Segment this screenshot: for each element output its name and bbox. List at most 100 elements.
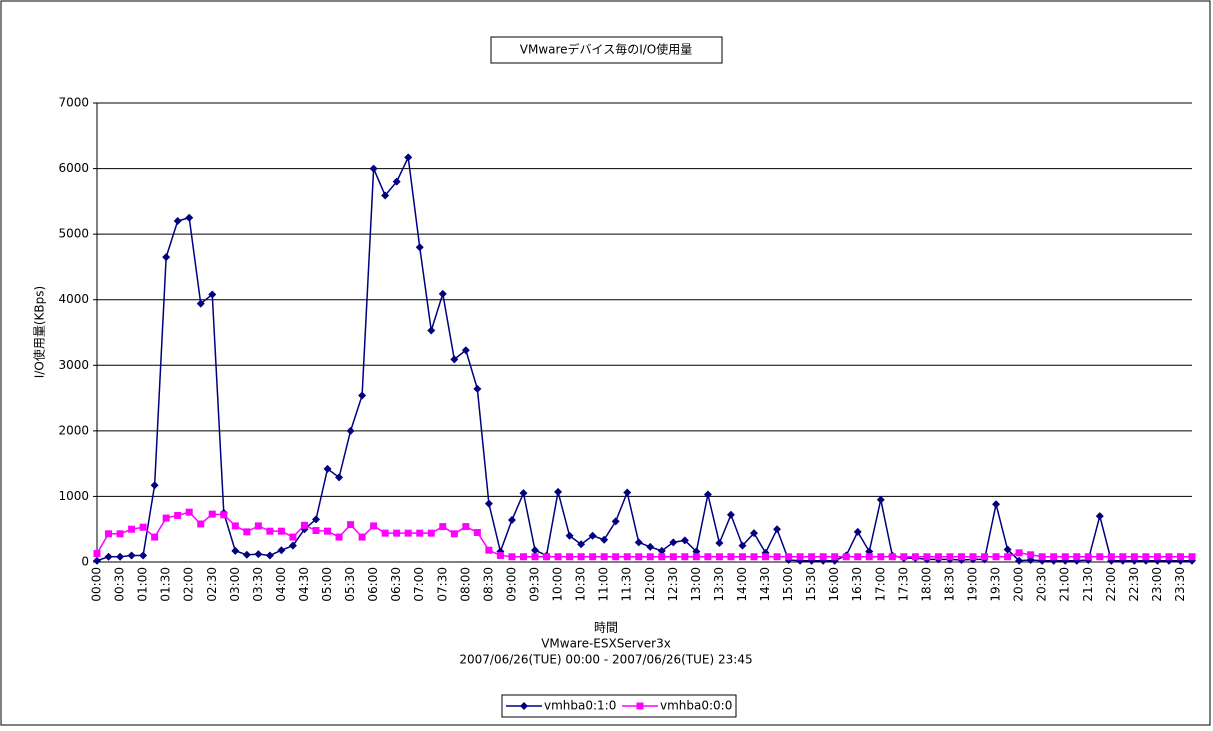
data-point (773, 525, 782, 534)
x-tick-label: 05:00 (320, 567, 334, 602)
data-point (254, 522, 262, 530)
data-point (438, 289, 447, 298)
data-point (923, 553, 931, 561)
data-point (981, 553, 989, 561)
data-point (1153, 553, 1161, 561)
x-tick-label: 00:00 (90, 567, 104, 602)
data-point (265, 551, 274, 560)
data-point (635, 553, 643, 561)
data-point (450, 355, 459, 364)
data-point (1165, 553, 1173, 561)
x-tick-label: 16:30 (850, 567, 864, 602)
x-tick-label: 12:30 (666, 567, 680, 602)
x-tick-label: 02:30 (205, 567, 219, 602)
data-point (393, 529, 401, 537)
y-tick-label: 6000 (58, 161, 89, 175)
y-tick-label: 3000 (58, 358, 89, 372)
data-point (727, 553, 735, 561)
data-point (370, 522, 378, 530)
data-point (726, 510, 735, 519)
data-point (589, 553, 597, 561)
subtitle: 2007/06/26(TUE) 00:00 - 2007/06/26(TUE) … (459, 653, 752, 667)
chart-title: VMwareデバイス毎のI/O使用量 (520, 42, 692, 57)
data-point (324, 527, 332, 535)
x-tick-label: 09:30 (528, 567, 542, 602)
data-point (335, 533, 343, 541)
data-point (323, 464, 332, 473)
data-point (658, 553, 666, 561)
data-point (1061, 553, 1069, 561)
data-point (669, 538, 678, 547)
y-tick-label: 1000 (58, 489, 89, 503)
data-point (151, 533, 159, 541)
data-point (104, 552, 113, 561)
x-tick-label: 17:30 (896, 567, 910, 602)
x-tick-label: 20:30 (1035, 567, 1049, 602)
data-point (957, 553, 965, 561)
x-tick-label: 21:00 (1058, 567, 1072, 602)
x-tick-label: 22:00 (1104, 567, 1118, 602)
data-point (588, 531, 597, 540)
data-point (484, 499, 493, 508)
data-point (738, 541, 747, 550)
data-point (150, 481, 159, 490)
data-point (1015, 556, 1024, 565)
data-point (242, 550, 251, 559)
data-point (289, 533, 297, 541)
data-point (300, 521, 308, 529)
data-point (381, 529, 389, 537)
x-tick-label: 23:30 (1173, 567, 1187, 602)
x-axis-label: 時間 (594, 621, 618, 635)
data-point (254, 550, 263, 559)
x-tick-label: 23:00 (1150, 567, 1164, 602)
data-point (243, 528, 251, 536)
data-point (612, 553, 620, 561)
data-point (934, 553, 942, 561)
data-point (416, 529, 424, 537)
x-tick-label: 08:30 (481, 567, 495, 602)
data-point (554, 553, 562, 561)
data-point (577, 540, 586, 549)
x-tick-label: 10:30 (574, 567, 588, 602)
data-point (381, 191, 390, 200)
data-point (485, 546, 493, 554)
data-point (681, 553, 689, 561)
data-point (196, 299, 205, 308)
y-axis-label: I/O使用量(KBps) (32, 286, 47, 378)
data-point (1027, 551, 1035, 559)
data-point (105, 530, 113, 538)
x-tick-label: 15:30 (804, 567, 818, 602)
data-point (358, 391, 367, 400)
x-tick-label: 14:00 (735, 567, 749, 602)
data-point (1130, 553, 1138, 561)
data-point (496, 551, 504, 559)
x-tick-label: 14:30 (758, 567, 772, 602)
x-tick-label: 17:00 (873, 567, 887, 602)
data-point (865, 553, 873, 561)
data-point (566, 553, 574, 561)
x-tick-label: 05:30 (343, 567, 357, 602)
data-point (439, 523, 447, 531)
x-tick-label: 22:30 (1127, 567, 1141, 602)
data-point (128, 525, 136, 533)
data-point (715, 538, 724, 547)
data-point (531, 546, 539, 555)
x-tick-label: 11:00 (597, 567, 611, 602)
x-tick-label: 04:30 (297, 567, 311, 602)
data-point (543, 553, 551, 561)
data-point (773, 553, 781, 561)
data-point (992, 553, 1000, 561)
y-tick-label: 5000 (58, 227, 89, 241)
legend-marker (636, 702, 644, 710)
data-point (704, 553, 712, 561)
data-point (750, 553, 758, 561)
data-point (1107, 553, 1115, 561)
data-point (208, 510, 216, 518)
data-point (808, 553, 816, 561)
data-point (473, 528, 481, 536)
data-point (231, 522, 239, 530)
data-point (853, 527, 862, 536)
x-tick-label: 12:00 (643, 567, 657, 602)
data-point (1119, 553, 1127, 561)
